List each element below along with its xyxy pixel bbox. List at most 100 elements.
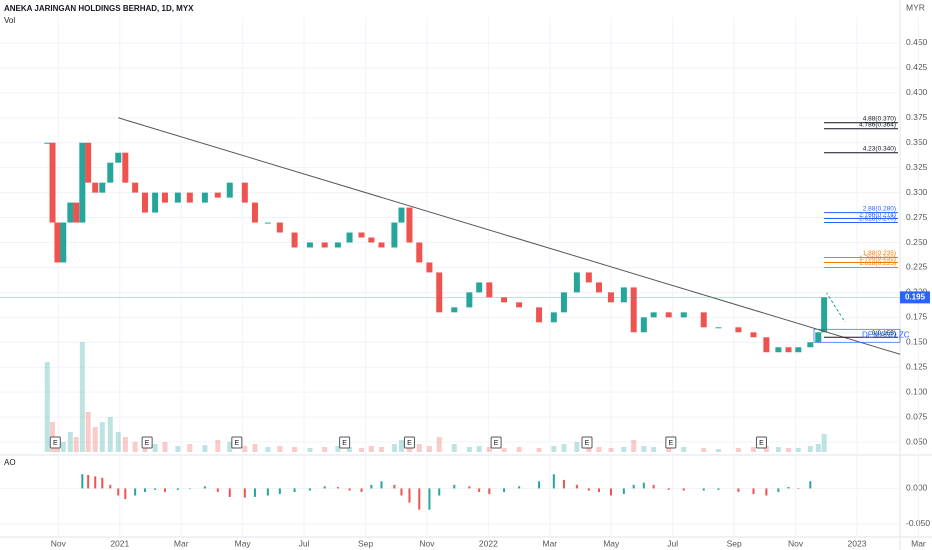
- y-tick-label: 0.275: [906, 212, 928, 222]
- ao-bar: [438, 488, 441, 496]
- candle: [115, 152, 122, 163]
- volume-bar: [641, 446, 647, 452]
- ao-bar: [587, 488, 590, 491]
- candle: [516, 302, 523, 308]
- ao-bar: [809, 481, 812, 489]
- ao-bar: [797, 488, 800, 489]
- volume-bar: [763, 446, 769, 452]
- candle: [821, 297, 828, 333]
- volume-bar: [551, 446, 557, 452]
- volume-bar: [132, 442, 138, 452]
- candle: [226, 182, 233, 198]
- ao-bar: [622, 488, 625, 495]
- candle: [321, 242, 328, 248]
- projection: [825, 291, 846, 323]
- candle: [73, 202, 80, 223]
- ao-bar: [348, 488, 351, 491]
- volume-bar: [596, 447, 602, 452]
- ao-bar: [597, 488, 600, 492]
- volume-bar: [651, 447, 657, 452]
- ao-bar: [503, 488, 506, 492]
- earnings-label: E: [585, 440, 590, 447]
- candle: [620, 287, 627, 303]
- ao-bar: [478, 488, 481, 492]
- volume-bar: [574, 442, 580, 452]
- candle: [476, 282, 483, 293]
- ao-bar: [777, 488, 780, 492]
- fib-label: 1.786(0.230): [859, 255, 896, 262]
- ao-bar: [109, 484, 112, 489]
- y-tick-label: 0.150: [906, 337, 928, 347]
- y-tick-label: 0.350: [906, 137, 928, 147]
- y2-tick-label: 0.000: [906, 483, 928, 493]
- ao-bar: [323, 486, 326, 489]
- volume-bar: [807, 446, 813, 452]
- volume-bar: [795, 448, 801, 452]
- candle: [466, 292, 473, 308]
- candle: [174, 192, 181, 203]
- y-tick-label: 0.400: [906, 87, 928, 97]
- ao-bar: [163, 488, 166, 492]
- ao-bar: [418, 488, 421, 510]
- volume-bar: [785, 448, 791, 452]
- ao-bar: [737, 488, 740, 492]
- y-tick-label: 0.100: [906, 386, 928, 396]
- ao-bar: [87, 474, 90, 489]
- candle: [416, 242, 423, 263]
- candle: [398, 207, 405, 223]
- candle: [585, 272, 592, 283]
- candle: [85, 142, 92, 183]
- earnings-marker: [231, 436, 243, 449]
- ao-bar: [752, 488, 755, 495]
- volume-bar: [227, 442, 233, 452]
- candle: [501, 297, 508, 303]
- volume-bar: [322, 447, 328, 452]
- ao-bar: [188, 488, 191, 489]
- fib-label: 2.88(0.280): [863, 205, 896, 212]
- volume-bar: [379, 447, 385, 452]
- ao-bar: [336, 487, 339, 489]
- ao-bar: [308, 488, 311, 491]
- volume-bar: [516, 447, 522, 452]
- y-tick-label: 0.250: [906, 237, 928, 247]
- x-tick-label: Nov: [419, 538, 435, 548]
- volume-bar: [187, 444, 193, 452]
- candle: [406, 207, 413, 243]
- volume-bar: [750, 447, 756, 452]
- ao-bar: [203, 486, 206, 489]
- candle: [715, 327, 722, 329]
- ao-bar: [216, 488, 219, 492]
- ao-bar: [134, 488, 137, 496]
- volume-bar: [92, 427, 98, 452]
- ao-bar: [652, 484, 655, 489]
- earnings-label: E: [669, 440, 674, 447]
- earnings-marker: [403, 436, 415, 449]
- currency: MYR: [906, 2, 925, 12]
- x-tick-label: Nov: [788, 538, 804, 548]
- x-tick-label: Mar: [543, 538, 558, 548]
- ao-bar: [143, 488, 146, 492]
- earnings-marker: [49, 436, 61, 449]
- candle: [640, 317, 647, 333]
- volume-bar: [67, 432, 73, 452]
- candle: [486, 282, 493, 298]
- volume-bar: [398, 440, 404, 452]
- volume-bar: [277, 446, 283, 452]
- ao-bar: [453, 484, 456, 489]
- volume-bar: [501, 448, 507, 452]
- candle: [132, 182, 139, 193]
- volume-bar: [621, 447, 627, 452]
- candle: [54, 222, 61, 263]
- volume-bar: [335, 446, 341, 452]
- candle: [650, 312, 657, 318]
- ao-bar: [408, 488, 411, 503]
- ao-bar: [154, 488, 157, 490]
- volume-bar: [391, 444, 397, 452]
- candle: [560, 292, 567, 313]
- candle: [795, 347, 802, 353]
- candle: [665, 312, 672, 318]
- ao-bar: [575, 484, 578, 489]
- volume-bar: [416, 444, 422, 452]
- volume-bar: [466, 447, 472, 452]
